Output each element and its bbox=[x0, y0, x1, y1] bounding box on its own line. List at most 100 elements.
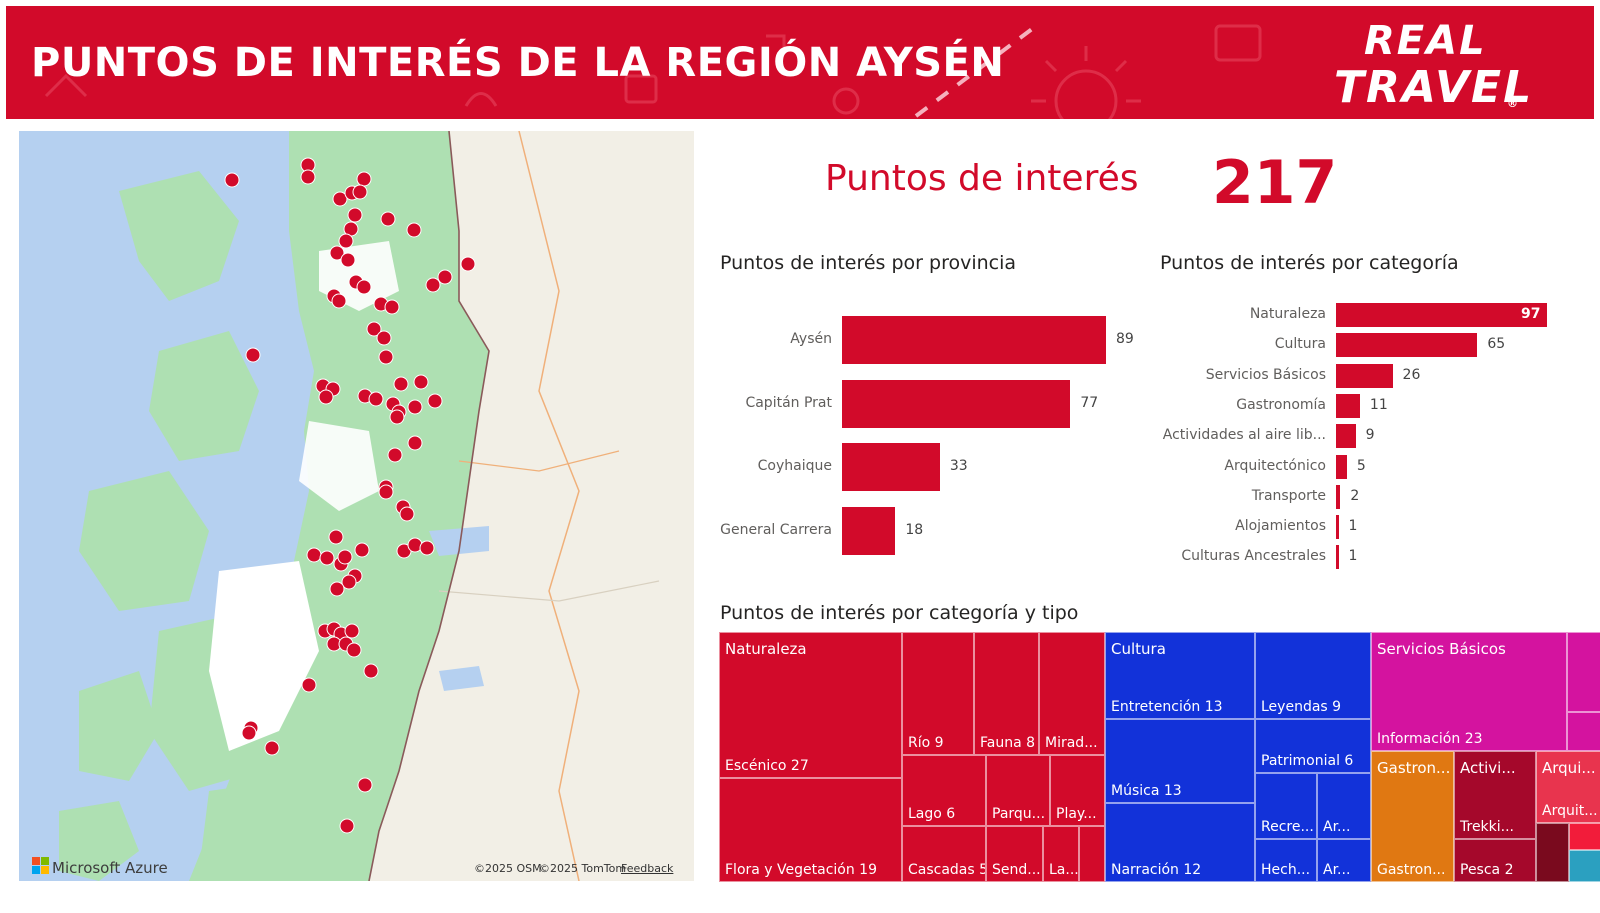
treemap-cell[interactable]: Cascadas 5 bbox=[902, 826, 986, 882]
treemap-cell[interactable]: Pesca 2 bbox=[1454, 839, 1536, 882]
treemap-cell[interactable]: Recre... bbox=[1255, 773, 1317, 839]
treemap-cell-label: Ar... bbox=[1323, 862, 1351, 878]
treemap-cell-label: Río 9 bbox=[908, 735, 944, 751]
map-markers bbox=[224, 157, 476, 834]
treemap-cell[interactable]: Entretención 13 bbox=[1105, 632, 1255, 719]
treemap-group-label: Naturaleza bbox=[725, 640, 807, 658]
treemap-cell-label: Hech... bbox=[1261, 862, 1311, 878]
category-label: Alojamientos bbox=[1235, 518, 1326, 535]
treemap-group-label: Arqui... bbox=[1542, 759, 1596, 777]
treemap-group-label: Activi... bbox=[1460, 759, 1516, 777]
category-label: Naturaleza bbox=[1249, 306, 1326, 322]
category-bar[interactable] bbox=[1336, 454, 1347, 479]
province-value-label: 77 bbox=[1080, 394, 1099, 411]
treemap-cell[interactable] bbox=[1079, 826, 1105, 882]
category-bar[interactable] bbox=[1336, 363, 1393, 388]
treemap-cell-label: Información 23 bbox=[1377, 731, 1483, 747]
province-bar[interactable] bbox=[842, 506, 896, 555]
category-value-label: 9 bbox=[1365, 427, 1375, 444]
treemap-cell[interactable]: Información 23 bbox=[1371, 632, 1567, 751]
category-value-label: 97 bbox=[1521, 306, 1541, 322]
treemap-cell[interactable] bbox=[1569, 850, 1600, 882]
category-label: Transporte bbox=[1251, 487, 1326, 504]
map-visual[interactable]: Microsoft Azure ©2025 OSM ©2025 TomTom F… bbox=[19, 131, 694, 881]
category-value-label: 1 bbox=[1348, 548, 1358, 565]
treemap-cell-label: Recre... bbox=[1261, 819, 1314, 835]
treemap-cell-label: Trekki... bbox=[1460, 819, 1515, 835]
category-bar[interactable] bbox=[1336, 545, 1339, 570]
treemap-cell[interactable]: Lago 6 bbox=[902, 755, 986, 826]
category-bar[interactable] bbox=[1336, 424, 1356, 449]
treemap-cell[interactable]: La... bbox=[1043, 826, 1079, 882]
treemap-cell-label: Send... bbox=[992, 862, 1041, 878]
treemap-group-label: Cultura bbox=[1111, 640, 1166, 658]
category-bar[interactable] bbox=[1336, 393, 1360, 418]
treemap-cell[interactable]: Música 13 bbox=[1105, 719, 1255, 803]
treemap-cell[interactable]: Ar... bbox=[1317, 773, 1371, 839]
treemap-cell-label: Arquit... bbox=[1542, 803, 1598, 819]
microsoft-logo-icon bbox=[32, 857, 49, 874]
province-bar[interactable] bbox=[842, 379, 1071, 428]
category-label: Servicios Básicos bbox=[1205, 366, 1326, 383]
page-title: PUNTOS DE INTERÉS DE LA REGIÓN AYSÉN bbox=[31, 40, 1005, 86]
treemap-cell[interactable] bbox=[1569, 823, 1600, 850]
treemap-cell-label: Narración 12 bbox=[1111, 862, 1202, 878]
treemap-cell-label: Música 13 bbox=[1111, 783, 1182, 799]
treemap-cell[interactable]: Send... bbox=[986, 826, 1043, 882]
treemap-cell[interactable]: Play... bbox=[1050, 755, 1105, 826]
treemap-cell-label: Play... bbox=[1056, 806, 1097, 822]
category-bar[interactable] bbox=[1336, 303, 1547, 327]
map-credit-osm: ©2025 OSM bbox=[474, 862, 542, 875]
kpi-value: 217 bbox=[1212, 148, 1338, 218]
treemap-cell-label: Flora y Vegetación 19 bbox=[725, 862, 877, 878]
header-banner: PUNTOS DE INTERÉS DE LA REGIÓN AYSÉN REA… bbox=[6, 6, 1594, 119]
treemap-cell[interactable] bbox=[1567, 712, 1600, 751]
treemap-cell[interactable]: Narración 12 bbox=[1105, 803, 1255, 882]
treemap-cell[interactable] bbox=[1567, 632, 1600, 712]
treemap-cell[interactable]: Parqu... bbox=[986, 755, 1050, 826]
province-bar[interactable] bbox=[842, 316, 1106, 364]
category-bar[interactable] bbox=[1336, 515, 1339, 540]
treemap-cell-label: Entretención 13 bbox=[1111, 699, 1223, 715]
brand-logo: REAL TRAVEL ® bbox=[1334, 16, 1531, 113]
province-value-label: 18 bbox=[905, 521, 924, 538]
category-label: Culturas Ancestrales bbox=[1181, 548, 1326, 565]
treemap-cell[interactable]: Hech... bbox=[1255, 839, 1317, 882]
province-category-label: Coyhaique bbox=[757, 458, 832, 474]
treemap-cell[interactable]: Gastron... bbox=[1371, 751, 1454, 882]
treemap-cell[interactable]: Arquit... bbox=[1536, 751, 1600, 823]
treemap-cell[interactable]: Fauna 8 bbox=[974, 632, 1039, 755]
treemap-cell[interactable] bbox=[1536, 823, 1569, 882]
treemap-cell-label: La... bbox=[1049, 862, 1079, 878]
category-bar[interactable] bbox=[1336, 484, 1341, 509]
treemap-cell-label: Parqu... bbox=[992, 806, 1046, 822]
treemap-cell[interactable]: Mirad... bbox=[1039, 632, 1105, 755]
province-category-label: Aysén bbox=[790, 331, 832, 347]
category-value-label: 26 bbox=[1402, 366, 1421, 383]
treemap-cell[interactable]: Leyendas 9 bbox=[1255, 632, 1371, 719]
treemap-group-label: Servicios Básicos bbox=[1377, 640, 1506, 658]
map-credit-tomtom: ©2025 TomTom bbox=[539, 862, 627, 875]
logo-line-2: TRAVEL bbox=[1334, 62, 1534, 113]
category-label: Gastronomía bbox=[1236, 396, 1326, 413]
treemap-cell[interactable]: Trekki... bbox=[1454, 751, 1536, 839]
treemap-cell[interactable]: Río 9 bbox=[902, 632, 974, 755]
treemap-cell-label: Lago 6 bbox=[908, 806, 956, 822]
treemap-cell-label: Pesca 2 bbox=[1460, 862, 1514, 878]
treemap-cell-label: Escénico 27 bbox=[725, 758, 809, 774]
province-bar[interactable] bbox=[842, 443, 940, 491]
map-base bbox=[59, 131, 694, 881]
category-bar[interactable] bbox=[1336, 333, 1478, 358]
treemap-cell[interactable]: Flora y Vegetación 19 bbox=[719, 778, 902, 882]
category-value-label: 65 bbox=[1487, 336, 1506, 353]
logo-line-1: REAL bbox=[1364, 18, 1487, 64]
map-feedback-link[interactable]: Feedback bbox=[621, 862, 674, 875]
treemap-cell[interactable]: Ar... bbox=[1317, 839, 1371, 882]
category-value-label: 2 bbox=[1350, 487, 1360, 504]
treemap-cell[interactable]: Escénico 27 bbox=[719, 632, 902, 778]
treemap-cell[interactable]: Patrimonial 6 bbox=[1255, 719, 1371, 773]
province-value-label: 89 bbox=[1116, 331, 1134, 347]
province-chart-title: Puntos de interés por provincia bbox=[720, 252, 1017, 274]
treemap-cell-label: Leyendas 9 bbox=[1261, 699, 1342, 715]
treemap-title: Puntos de interés por categoría y tipo bbox=[720, 602, 1079, 624]
